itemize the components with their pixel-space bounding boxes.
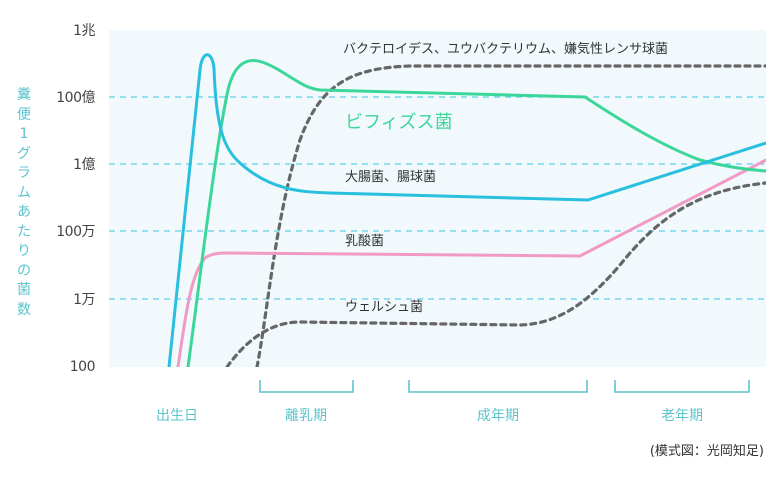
y-tick-1e12: 1兆 [73,23,95,39]
period-weaning: 離乳期 [285,408,327,424]
series-ecoli-line [167,53,766,367]
period-old: 老年期 [661,408,703,424]
series-bifido-line [186,58,766,367]
y-tick-1e2: 100 [69,359,96,375]
label-ecoli: 大腸菌、腸球菌 [345,170,437,185]
label-bifido: ビフィズス菌 [345,112,453,133]
series-lacto-line [176,158,766,367]
period-birth: 出生日 [156,408,198,424]
y-tick-1e10: 100億 [56,90,95,106]
y-axis-label: 糞便1グラムあたりの菌数 [17,87,31,318]
period-adult: 成年期 [477,408,519,424]
label-welchii: ウェルシュ菌 [345,300,424,315]
y-tick-1e4: 1万 [73,292,95,308]
series-bacteroides-line [255,64,766,367]
plot-area [109,30,766,367]
y-tick-1e6: 100万 [56,224,95,240]
label-bacteroides: バクテロイデス、ユウバクテリウム、嫌気性レンサ球菌 [343,42,669,57]
y-tick-1e8: 1億 [73,157,95,173]
source-note: (模式図：光岡知足) [649,444,764,459]
series-welchii-line [225,181,766,367]
label-lacto: 乳酸菌 [345,234,385,249]
